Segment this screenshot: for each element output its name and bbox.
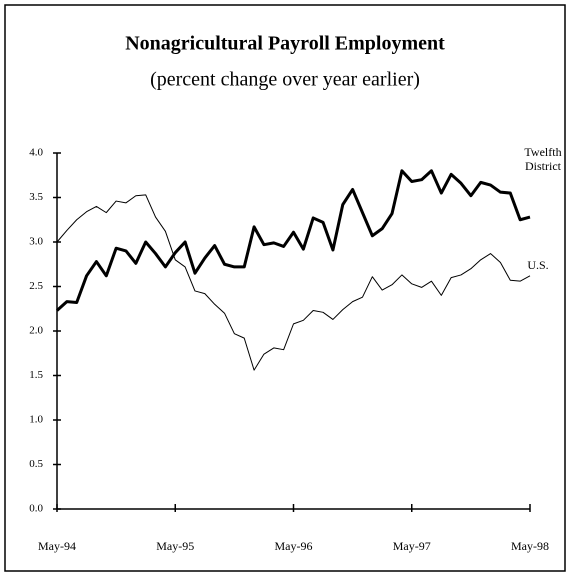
x-tick-label: May-96 xyxy=(275,539,313,553)
y-tick-label: 1.0 xyxy=(29,414,43,426)
x-tick-label: May-95 xyxy=(156,539,194,553)
x-tick-label: May-98 xyxy=(511,539,549,553)
y-tick-label: 0.0 xyxy=(29,503,43,515)
y-tick-label: 2.5 xyxy=(29,280,43,292)
y-tick-label: 0.5 xyxy=(29,458,43,470)
y-tick-label: 3.0 xyxy=(29,236,43,248)
series-label: Twelfth District xyxy=(524,145,562,173)
frame xyxy=(4,4,566,572)
chart-subtitle: (percent change over year earlier) xyxy=(150,69,420,91)
y-tick-label: 3.5 xyxy=(29,191,43,203)
y-tick-label: 4.0 xyxy=(29,147,43,159)
x-tick-label: May-94 xyxy=(38,539,76,553)
series-label: U.S. xyxy=(527,258,549,272)
y-tick-label: 2.0 xyxy=(29,325,43,337)
chart-title: Nonagricultural Payroll Employment xyxy=(125,33,445,55)
y-tick-label: 1.5 xyxy=(29,369,43,381)
x-tick-label: May-97 xyxy=(393,539,431,553)
series-line xyxy=(56,194,531,371)
series-line xyxy=(55,169,531,312)
